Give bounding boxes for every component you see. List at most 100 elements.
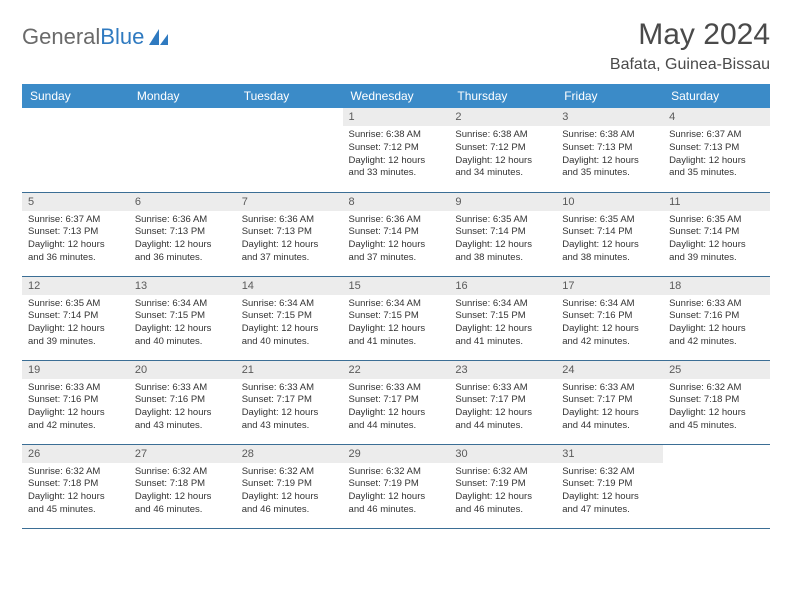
day-number: 12: [22, 277, 129, 295]
day-sunrise: Sunrise: 6:33 AM: [349, 382, 444, 395]
calendar-day-cell: [22, 108, 129, 192]
calendar-day-cell: 6Sunrise: 6:36 AMSunset: 7:13 PMDaylight…: [129, 192, 236, 276]
day-number: 11: [663, 193, 770, 211]
day-sunset: Sunset: 7:16 PM: [135, 394, 230, 407]
calendar-day-cell: 30Sunrise: 6:32 AMSunset: 7:19 PMDayligh…: [449, 444, 556, 528]
day-sunrise: Sunrise: 6:38 AM: [349, 129, 444, 142]
location-label: Bafata, Guinea-Bissau: [610, 56, 770, 74]
day-daylight: Daylight: 12 hours and 43 minutes.: [135, 407, 230, 433]
day-number: 19: [22, 361, 129, 379]
day-body: Sunrise: 6:37 AMSunset: 7:13 PMDaylight:…: [22, 211, 129, 271]
calendar-day-cell: 13Sunrise: 6:34 AMSunset: 7:15 PMDayligh…: [129, 276, 236, 360]
day-number: 21: [236, 361, 343, 379]
day-number: 13: [129, 277, 236, 295]
calendar-day-cell: 7Sunrise: 6:36 AMSunset: 7:13 PMDaylight…: [236, 192, 343, 276]
day-body: Sunrise: 6:33 AMSunset: 7:16 PMDaylight:…: [663, 295, 770, 355]
day-sunrise: Sunrise: 6:32 AM: [28, 466, 123, 479]
logo-text-gray: General: [22, 24, 100, 50]
calendar-day-cell: 9Sunrise: 6:35 AMSunset: 7:14 PMDaylight…: [449, 192, 556, 276]
day-daylight: Daylight: 12 hours and 39 minutes.: [669, 239, 764, 265]
day-daylight: Daylight: 12 hours and 41 minutes.: [455, 323, 550, 349]
calendar-day-cell: 12 Sunrise: 6:35 AMSunset: 7:14 PMDayligh…: [22, 276, 129, 360]
day-body: Sunrise: 6:33 AMSunset: 7:17 PMDaylight:…: [556, 379, 663, 439]
day-daylight: Daylight: 12 hours and 42 minutes.: [669, 323, 764, 349]
day-body: Sunrise: 6:36 AMSunset: 7:14 PMDaylight:…: [343, 211, 450, 271]
day-daylight: Daylight: 12 hours and 34 minutes.: [455, 155, 550, 181]
day-number: 16: [449, 277, 556, 295]
day-daylight: Daylight: 12 hours and 38 minutes.: [455, 239, 550, 265]
calendar-day-cell: 24Sunrise: 6:33 AMSunset: 7:17 PMDayligh…: [556, 360, 663, 444]
day-number: 28: [236, 445, 343, 463]
day-sunset: Sunset: 7:14 PM: [28, 310, 123, 323]
day-body: Sunrise: 6:35 AMSunset: 7:14 PMDaylight:…: [449, 211, 556, 271]
calendar-day-cell: 11Sunrise: 6:35 AMSunset: 7:14 PMDayligh…: [663, 192, 770, 276]
calendar-day-cell: 5Sunrise: 6:37 AMSunset: 7:13 PMDaylight…: [22, 192, 129, 276]
day-sunrise: Sunrise: 6:35 AM: [455, 214, 550, 227]
weekday-header: Thursday: [449, 84, 556, 108]
day-sunrise: Sunrise: 6:34 AM: [562, 298, 657, 311]
day-daylight: Daylight: 12 hours and 47 minutes.: [562, 491, 657, 517]
day-number: 3: [556, 108, 663, 126]
day-sunrise: Sunrise: 6:36 AM: [349, 214, 444, 227]
day-sunset: Sunset: 7:14 PM: [349, 226, 444, 239]
day-body: Sunrise: 6:34 AMSunset: 7:15 PMDaylight:…: [449, 295, 556, 355]
day-number: 29: [343, 445, 450, 463]
day-daylight: Daylight: 12 hours and 42 minutes.: [562, 323, 657, 349]
day-daylight: Daylight: 12 hours and 46 minutes.: [135, 491, 230, 517]
day-number: 22: [343, 361, 450, 379]
calendar-week-row: 1Sunrise: 6:38 AMSunset: 7:12 PMDaylight…: [22, 108, 770, 192]
day-body: Sunrise: 6:33 AMSunset: 7:16 PMDaylight:…: [22, 379, 129, 439]
day-sunset: Sunset: 7:17 PM: [455, 394, 550, 407]
weekday-header-row: Sunday Monday Tuesday Wednesday Thursday…: [22, 84, 770, 108]
calendar-day-cell: 19Sunrise: 6:33 AMSunset: 7:16 PMDayligh…: [22, 360, 129, 444]
day-daylight: Daylight: 12 hours and 36 minutes.: [28, 239, 123, 265]
day-sunrise: Sunrise: 6:36 AM: [135, 214, 230, 227]
day-sunset: Sunset: 7:14 PM: [562, 226, 657, 239]
calendar-day-cell: 20 Sunrise: 6:33 AMSunset: 7:16 PMDayligh…: [129, 360, 236, 444]
day-daylight: Daylight: 12 hours and 33 minutes.: [349, 155, 444, 181]
logo-text-blue: Blue: [100, 24, 144, 50]
day-sunrise: Sunrise: 6:32 AM: [669, 382, 764, 395]
day-sunset: Sunset: 7:19 PM: [455, 478, 550, 491]
day-daylight: Daylight: 12 hours and 46 minutes.: [455, 491, 550, 517]
day-number: 18: [663, 277, 770, 295]
calendar-day-cell: 22Sunrise: 6:33 AMSunset: 7:17 PMDayligh…: [343, 360, 450, 444]
day-body: Sunrise: 6:32 AMSunset: 7:18 PMDaylight:…: [129, 463, 236, 523]
day-body: Sunrise: 6:37 AMSunset: 7:13 PMDaylight:…: [663, 126, 770, 186]
day-body: Sunrise: 6:38 AMSunset: 7:12 PMDaylight:…: [449, 126, 556, 186]
day-sunrise: Sunrise: 6:33 AM: [562, 382, 657, 395]
day-number: 17: [556, 277, 663, 295]
day-sunset: Sunset: 7:18 PM: [669, 394, 764, 407]
day-daylight: Daylight: 12 hours and 44 minutes.: [349, 407, 444, 433]
day-sunrise: Sunrise: 6:33 AM: [135, 382, 230, 395]
day-sunset: Sunset: 7:13 PM: [135, 226, 230, 239]
day-daylight: Daylight: 12 hours and 42 minutes.: [28, 407, 123, 433]
day-sunrise: Sunrise: 6:34 AM: [135, 298, 230, 311]
day-number: 20: [129, 361, 236, 379]
day-sunrise: Sunrise: 6:35 AM: [28, 298, 123, 311]
day-sunrise: Sunrise: 6:33 AM: [28, 382, 123, 395]
day-body: Sunrise: 6:35 AMSunset: 7:14 PMDaylight:…: [663, 211, 770, 271]
day-sunrise: Sunrise: 6:33 AM: [242, 382, 337, 395]
day-sunrise: Sunrise: 6:37 AM: [669, 129, 764, 142]
logo-sail-icon: [148, 28, 170, 46]
day-sunset: Sunset: 7:14 PM: [669, 226, 764, 239]
day-sunrise: Sunrise: 6:32 AM: [349, 466, 444, 479]
day-daylight: Daylight: 12 hours and 36 minutes.: [135, 239, 230, 265]
calendar-day-cell: 10Sunrise: 6:35 AMSunset: 7:14 PMDayligh…: [556, 192, 663, 276]
day-number: 9: [449, 193, 556, 211]
day-sunrise: Sunrise: 6:32 AM: [455, 466, 550, 479]
day-sunrise: Sunrise: 6:37 AM: [28, 214, 123, 227]
day-body: Sunrise: 6:35 AMSunset: 7:14 PMDaylight:…: [556, 211, 663, 271]
calendar-day-cell: 25Sunrise: 6:32 AMSunset: 7:18 PMDayligh…: [663, 360, 770, 444]
header-row: GeneralBlue May 2024 Bafata, Guinea-Biss…: [22, 18, 770, 74]
day-daylight: Daylight: 12 hours and 39 minutes.: [28, 323, 123, 349]
day-daylight: Daylight: 12 hours and 44 minutes.: [455, 407, 550, 433]
weekday-header: Sunday: [22, 84, 129, 108]
title-block: May 2024 Bafata, Guinea-Bissau: [610, 18, 770, 74]
page-title: May 2024: [610, 18, 770, 52]
calendar-day-cell: 17 Sunrise: 6:34 AMSunset: 7:16 PMDayligh…: [556, 276, 663, 360]
day-sunset: Sunset: 7:16 PM: [562, 310, 657, 323]
day-daylight: Daylight: 12 hours and 46 minutes.: [242, 491, 337, 517]
day-number: 1: [343, 108, 450, 126]
